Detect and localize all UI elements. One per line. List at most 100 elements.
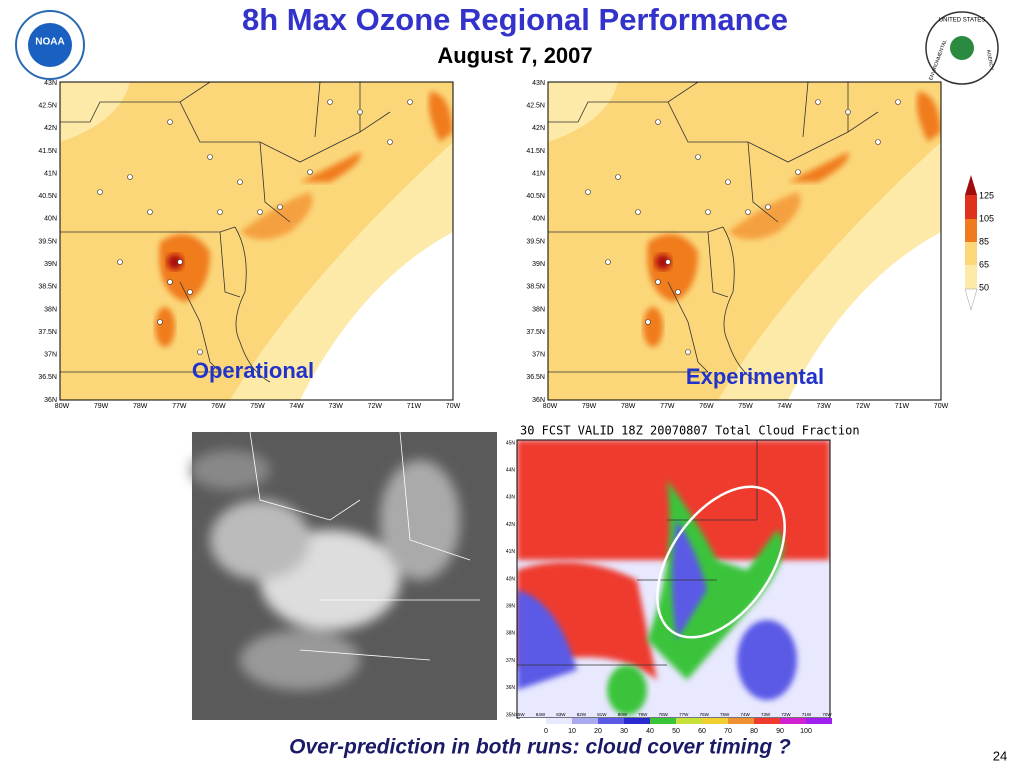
cloud-lon-label: 85W bbox=[515, 712, 525, 717]
subtitle: August 7, 2007 bbox=[437, 43, 592, 68]
ozone-map bbox=[548, 82, 941, 400]
lat-label: 43N bbox=[44, 80, 57, 87]
colorbar-label: 40 bbox=[646, 728, 654, 735]
cloud-lon-label: 78W bbox=[659, 712, 669, 717]
lat-label: 42N bbox=[44, 125, 57, 132]
lon-label: 73W bbox=[816, 403, 831, 410]
lat-label: 38N bbox=[532, 306, 545, 313]
map-label: Operational bbox=[192, 358, 314, 383]
cloud-lat-label: 41N bbox=[506, 549, 516, 555]
colorbar-label: 100 bbox=[800, 728, 812, 735]
lon-label: 75W bbox=[250, 403, 265, 410]
lat-label: 40N bbox=[532, 216, 545, 223]
colorbar-label: 30 bbox=[620, 728, 628, 735]
lat-label: 38.5N bbox=[526, 284, 545, 291]
cloud-lon-label: 83W bbox=[556, 712, 566, 717]
page-number: 24 bbox=[993, 748, 1007, 763]
cloud-lon-label: 73W bbox=[761, 712, 771, 717]
lat-label: 41N bbox=[532, 170, 545, 177]
lat-label: 42N bbox=[532, 125, 545, 132]
cloud-lon-label: 77W bbox=[679, 712, 689, 717]
cloud-lon-label: 75W bbox=[720, 712, 730, 717]
lon-label: 79W bbox=[94, 403, 109, 410]
lat-label: 38.5N bbox=[38, 284, 57, 291]
cloud-map bbox=[516, 439, 831, 719]
cloud-lat-label: 43N bbox=[506, 495, 516, 501]
ozone-legend bbox=[964, 175, 978, 311]
lon-label: 79W bbox=[582, 403, 597, 410]
lat-label: 41.5N bbox=[38, 148, 57, 155]
lon-label: 77W bbox=[172, 403, 187, 410]
noaa-logo-text: NOAA bbox=[35, 37, 64, 48]
lat-label: 41N bbox=[44, 170, 57, 177]
lon-label: 77W bbox=[660, 403, 675, 410]
cloud-lon-label: 81W bbox=[597, 712, 607, 717]
epa-logo-text: AGENCY bbox=[985, 49, 995, 71]
cloud-lon-label: 79W bbox=[638, 712, 648, 717]
cloud-lon-label: 84W bbox=[536, 712, 546, 717]
cloud-lat-label: 45N bbox=[506, 440, 516, 446]
legend-label: 105 bbox=[979, 213, 994, 223]
lon-label: 78W bbox=[133, 403, 148, 410]
lon-label: 80W bbox=[55, 403, 70, 410]
map-label: Experimental bbox=[686, 364, 824, 389]
cloud-lat-label: 42N bbox=[506, 522, 516, 528]
cloud-lat-label: 38N bbox=[506, 631, 516, 637]
lat-label: 36N bbox=[44, 397, 57, 404]
lat-label: 36.5N bbox=[526, 374, 545, 381]
lat-label: 39N bbox=[44, 261, 57, 268]
cloud-lon-label: 82W bbox=[577, 712, 587, 717]
lat-label: 37N bbox=[44, 352, 57, 359]
epa-logo-text: UNITED STATES bbox=[939, 18, 985, 24]
lon-label: 78W bbox=[621, 403, 636, 410]
map-frame bbox=[59, 81, 454, 401]
lon-label: 76W bbox=[699, 403, 714, 410]
cloud-lat-label: 44N bbox=[506, 468, 516, 474]
lat-label: 37.5N bbox=[38, 329, 57, 336]
colorbar-label: 70 bbox=[724, 728, 732, 735]
lat-label: 37.5N bbox=[526, 329, 545, 336]
lat-label: 43N bbox=[532, 80, 545, 87]
lon-label: 72W bbox=[368, 403, 383, 410]
lat-label: 39N bbox=[532, 261, 545, 268]
lon-label: 71W bbox=[407, 403, 422, 410]
lat-label: 38N bbox=[44, 306, 57, 313]
legend-label: 65 bbox=[979, 259, 989, 269]
cloud-lon-label: 76W bbox=[700, 712, 710, 717]
lat-label: 36.5N bbox=[38, 374, 57, 381]
cloud-lat-label: 40N bbox=[506, 576, 516, 582]
lon-label: 71W bbox=[895, 403, 910, 410]
satellite-borders bbox=[249, 431, 480, 661]
legend-label: 85 bbox=[979, 236, 989, 246]
cloud-lon-label: 70W bbox=[822, 712, 832, 717]
cloud-lon-label: 74W bbox=[741, 712, 751, 717]
cloud-lon-label: 80W bbox=[618, 712, 628, 717]
lat-label: 40.5N bbox=[526, 193, 545, 200]
legend-label: 50 bbox=[979, 282, 989, 292]
lat-label: 36N bbox=[532, 397, 545, 404]
cloud-lat-label: 39N bbox=[506, 604, 516, 610]
lon-label: 74W bbox=[289, 403, 304, 410]
cloud-lat-label: 37N bbox=[506, 658, 516, 664]
caption: Over-prediction in both runs: cloud cove… bbox=[289, 736, 791, 759]
lon-label: 70W bbox=[934, 403, 949, 410]
lat-label: 39.5N bbox=[526, 238, 545, 245]
cloud-title: 30 FCST VALID 18Z 20070807 Total Cloud F… bbox=[520, 424, 860, 438]
colorbar-label: 80 bbox=[750, 728, 758, 735]
lon-label: 73W bbox=[328, 403, 343, 410]
lat-label: 39.5N bbox=[38, 238, 57, 245]
lon-label: 70W bbox=[446, 403, 461, 410]
lon-label: 72W bbox=[856, 403, 871, 410]
colorbar-label: 10 bbox=[568, 728, 576, 735]
legend-label: 125 bbox=[979, 190, 994, 200]
lat-label: 42.5N bbox=[526, 102, 545, 109]
colorbar-label: 20 bbox=[594, 728, 602, 735]
epa-logo-inner bbox=[950, 36, 974, 60]
lat-label: 40.5N bbox=[38, 193, 57, 200]
lat-label: 40N bbox=[44, 216, 57, 223]
cloud-lon-label: 71W bbox=[802, 712, 812, 717]
lon-label: 76W bbox=[211, 403, 226, 410]
cloud-lat-label: 35N bbox=[506, 712, 516, 718]
lon-label: 74W bbox=[777, 403, 792, 410]
